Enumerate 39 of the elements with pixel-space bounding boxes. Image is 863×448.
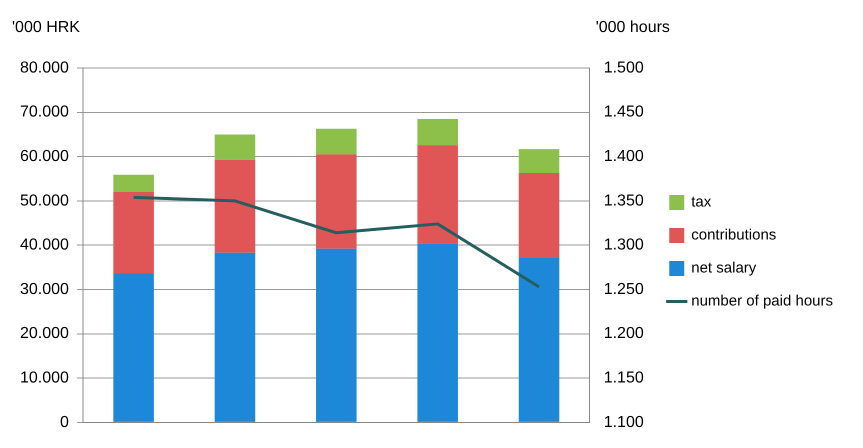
bar	[113, 274, 154, 422]
y2-tick-label: 1.150	[604, 370, 644, 387]
y-tick-label: 80.000	[20, 59, 70, 76]
bar	[214, 134, 256, 160]
y-tick-label: 50.000	[20, 192, 70, 210]
y2-tick-label: 1.500	[604, 59, 644, 76]
bar	[316, 128, 357, 154]
y2-tick-label: 1.400	[604, 148, 644, 166]
legend-label: contributions	[691, 226, 776, 244]
bar	[113, 174, 154, 192]
y2-axis-title: '000 hours	[596, 19, 670, 36]
y2-tick-label: 1.350	[604, 192, 644, 210]
bar	[417, 243, 458, 422]
bar	[316, 248, 357, 422]
y-tick-label: 10.000	[20, 370, 70, 387]
bar	[214, 252, 256, 422]
legend-label: net salary	[691, 260, 757, 277]
bar	[113, 192, 154, 274]
y-tick-label: 30.000	[20, 280, 70, 298]
y2-tick-label: 1.200	[604, 325, 644, 342]
bar	[316, 154, 357, 249]
y-tick-label: 0	[60, 414, 70, 431]
bar	[518, 258, 560, 422]
y2-tick-label: 1.300	[604, 236, 644, 254]
bar	[417, 145, 458, 244]
y-tick-label: 70.000	[20, 104, 70, 121]
y-axis-title: '000 HRK	[12, 19, 80, 36]
bar	[214, 160, 256, 253]
bar	[417, 118, 458, 146]
y-tick-label: 40.000	[20, 236, 70, 254]
legend-label: number of paid hours	[691, 292, 834, 310]
y2-tick-label: 1.450	[604, 104, 644, 121]
bar	[518, 149, 560, 173]
bar	[518, 172, 560, 258]
y-tick-label: 20.000	[20, 325, 70, 342]
y2-tick-label: 1.100	[604, 414, 644, 431]
y2-tick-label: 1.250	[604, 280, 644, 298]
y-tick-label: 60.000	[20, 148, 70, 166]
legend-label: tax	[691, 194, 712, 211]
